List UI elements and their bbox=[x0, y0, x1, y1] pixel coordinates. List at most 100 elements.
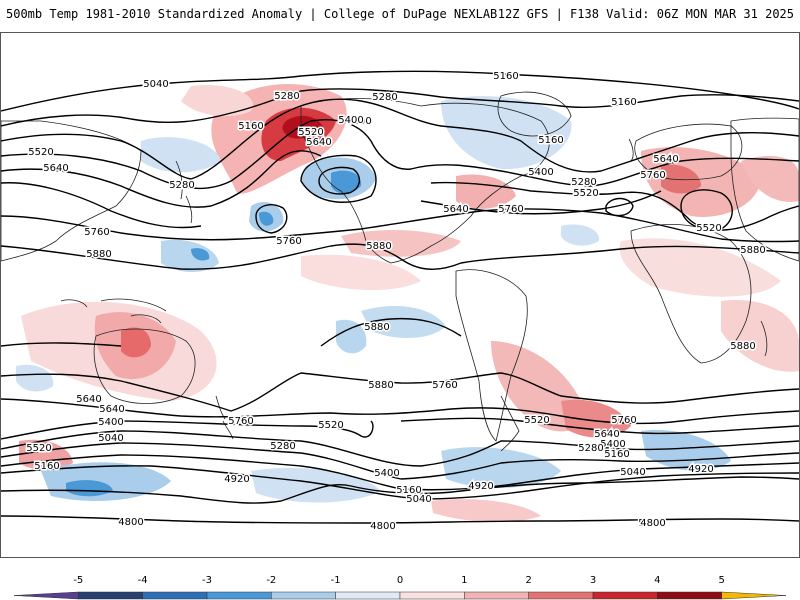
warm-anomaly-west-pacific-core bbox=[121, 327, 151, 358]
colorbar-tick-label: 3 bbox=[590, 575, 596, 586]
contour-5760-south bbox=[1, 372, 799, 412]
contour-label: 5280 bbox=[578, 443, 603, 454]
contour-label: 5280 bbox=[571, 177, 596, 188]
colorbar-swatch bbox=[335, 591, 401, 600]
warm-anomaly-alaska-peak bbox=[282, 115, 323, 139]
colorbar-swatch bbox=[206, 591, 272, 600]
colorbar: -5 -4 -3 -2 -1 0 1 2 3 4 5 bbox=[0, 568, 800, 600]
contour-label: 5400 bbox=[528, 167, 553, 178]
contour-label: 5880 bbox=[740, 245, 765, 256]
cold-anomaly-southern-ocean-a-core bbox=[66, 480, 113, 497]
contour-5160-north bbox=[1, 88, 799, 127]
closed-low-gulf-alaska bbox=[300, 154, 377, 203]
contour-4920-south bbox=[1, 476, 799, 504]
contour-label: 5520 bbox=[28, 147, 53, 158]
contour-label: 5520 bbox=[318, 420, 343, 431]
contour-5400-south bbox=[1, 430, 799, 467]
cold-anomaly-west-pacific-core bbox=[191, 248, 210, 261]
colorbar-tick-label: 1 bbox=[461, 575, 467, 586]
coast-madagascar bbox=[760, 320, 768, 357]
contour-5640-south bbox=[1, 398, 799, 425]
height-contours bbox=[1, 70, 799, 524]
contour-label: 4920 bbox=[224, 474, 249, 485]
colorbar-swatch bbox=[78, 591, 143, 600]
colorbar-swatch bbox=[13, 591, 79, 600]
cold-anomaly-central-pacific-core bbox=[259, 211, 274, 226]
contour-label: 5280 bbox=[372, 92, 397, 103]
colorbar-tick-label: 4 bbox=[654, 575, 660, 586]
warm-anomaly-tropical-atlantic bbox=[301, 254, 421, 291]
contour-label: 5760 bbox=[228, 416, 253, 427]
colorbar-tick-label: 0 bbox=[397, 575, 403, 586]
contour-label: 4920 bbox=[468, 481, 493, 492]
contour-label: 5640 bbox=[43, 163, 68, 174]
colorbar-swatch bbox=[271, 591, 336, 600]
colorbar-tick-label: 2 bbox=[525, 575, 531, 586]
run-info: 12Z GFS | F138 Valid: 06Z MON MAR 31 202… bbox=[497, 7, 794, 21]
contour-label: 5160 bbox=[396, 485, 421, 496]
contour-5520-south bbox=[1, 417, 799, 440]
coast-antarctic-peninsula bbox=[500, 395, 520, 452]
map-title: 500mb Temp 1981-2010 Standardized Anomal… bbox=[6, 7, 498, 21]
closed-low-pacific bbox=[255, 204, 288, 234]
colorbar-tick-label: 5 bbox=[718, 575, 724, 586]
contour-label: 5520 bbox=[573, 188, 598, 199]
contour-label: 5760 bbox=[498, 204, 523, 215]
warm-anomaly-europe-core bbox=[661, 164, 701, 194]
contour-5040-south bbox=[1, 465, 799, 500]
contour-label: 5160 bbox=[34, 461, 59, 472]
colorbar-tick-label: -1 bbox=[331, 575, 341, 586]
contour-label: 5520 bbox=[696, 223, 721, 234]
colorbar-tick-label: -5 bbox=[73, 575, 83, 586]
cold-anomaly-east-asia bbox=[141, 137, 221, 173]
contour-label: 5760 bbox=[611, 415, 636, 426]
colorbar-tick-label: -4 bbox=[138, 575, 148, 586]
contour-labels: 5040516052805400552056405160528055205640… bbox=[25, 70, 767, 534]
contour-label: 4800 bbox=[640, 518, 665, 529]
colorbar-swatch bbox=[399, 591, 465, 600]
colorbar-swatch bbox=[464, 591, 529, 600]
anomaly-map[interactable]: 5040516052805400552056405160528055205640… bbox=[1, 33, 799, 557]
anomaly-shading bbox=[16, 84, 799, 523]
coast-greenland bbox=[497, 91, 572, 137]
contour-label: 4920 bbox=[688, 464, 713, 475]
contour-5880-south-b bbox=[1, 342, 122, 347]
warm-anomaly-africa bbox=[619, 238, 781, 297]
contour-label: 5760 bbox=[432, 380, 457, 391]
contour-label: 5040 bbox=[406, 494, 431, 505]
contour-label: 5640 bbox=[99, 404, 124, 415]
colorbar-tick-label: -2 bbox=[266, 575, 276, 586]
coast-japan bbox=[175, 160, 193, 224]
contour-label: 5400 bbox=[374, 468, 399, 479]
cold-anomaly-southern-ocean-d bbox=[251, 467, 381, 503]
colorbar-ticks: -5 -4 -3 -2 -1 0 1 2 3 4 5 bbox=[73, 575, 725, 586]
colorbar-swatch bbox=[142, 591, 208, 600]
contour-label: 5640 bbox=[653, 154, 678, 165]
contour-label: 5880 bbox=[366, 241, 391, 252]
contour-label: 5520 bbox=[524, 415, 549, 426]
closed-low-gulf-alaska-inner bbox=[318, 166, 360, 195]
contour-label: 5760 bbox=[84, 227, 109, 238]
contour-label: 5280 bbox=[274, 91, 299, 102]
contour-label: 5160 bbox=[611, 97, 636, 108]
closed-low-atlantic bbox=[605, 197, 634, 217]
contour-label: 5640 bbox=[76, 394, 101, 405]
colorbar-swatch bbox=[592, 591, 658, 600]
contour-label: 5640 bbox=[443, 204, 468, 215]
contour-label: 5760 bbox=[276, 236, 301, 247]
warm-anomaly-antarctic-edge bbox=[431, 499, 541, 523]
closed-low-europe bbox=[680, 189, 733, 231]
warm-anomaly-ne-pacific bbox=[181, 85, 253, 117]
map-panel[interactable]: 5040 5160 5280 5400 5520 5640 5160 5280 5520 5640… bbox=[0, 32, 800, 558]
contour-label: 5040 bbox=[620, 467, 645, 478]
contour-label: 4800 bbox=[118, 517, 143, 528]
coast-maritime-continent bbox=[60, 298, 167, 324]
warm-anomaly-north-pacific bbox=[341, 229, 461, 257]
contour-label: 5640 bbox=[594, 429, 619, 440]
contour-5520-north bbox=[1, 150, 799, 231]
contour-label: 5280 bbox=[270, 441, 295, 452]
contour-label: 5520 bbox=[26, 443, 51, 454]
contour-5040-north bbox=[1, 70, 799, 112]
contour-label: 5880 bbox=[86, 249, 111, 260]
contour-label: 5880 bbox=[364, 322, 389, 333]
